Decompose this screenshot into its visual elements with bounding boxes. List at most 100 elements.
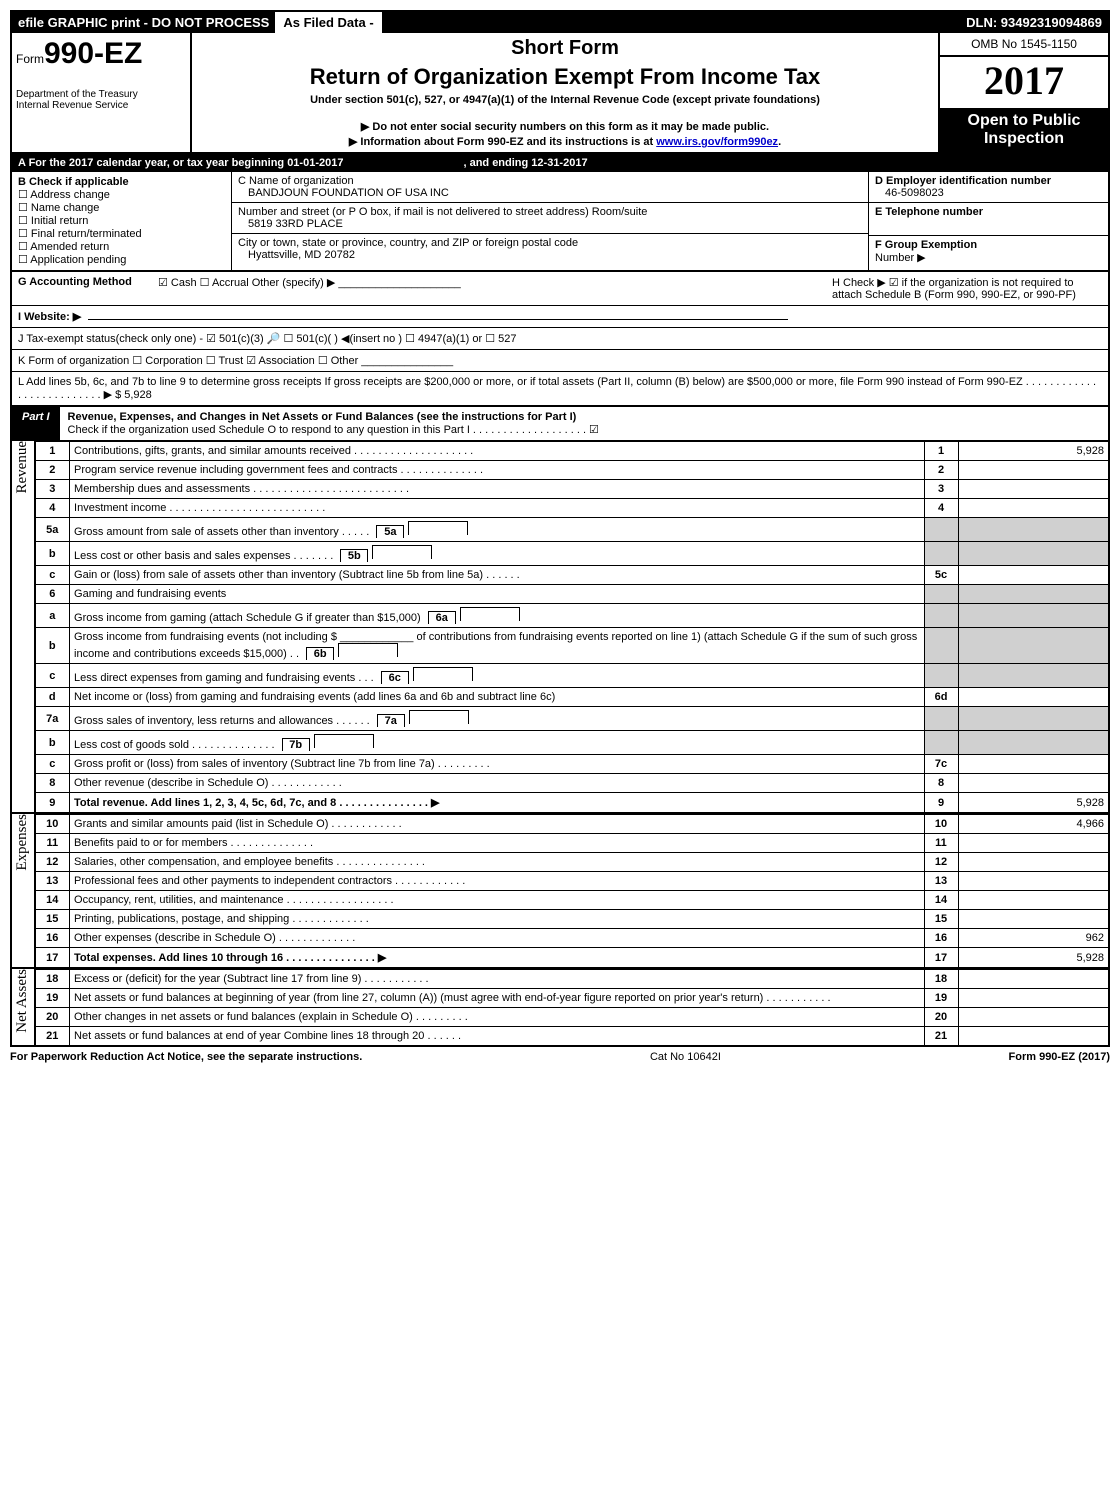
tax-year: 2017 — [940, 57, 1108, 104]
table-row: 20Other changes in net assets or fund ba… — [36, 1008, 1108, 1027]
row-a-end: , and ending 12-31-2017 — [463, 157, 587, 169]
footer-form: Form 990-EZ (2017) — [1009, 1051, 1110, 1063]
line-desc: Net assets or fund balances at end of ye… — [70, 1027, 924, 1046]
line-desc: Other expenses (describe in Schedule O) … — [70, 929, 924, 948]
section-bcde: B Check if applicable ☐ Address change ☐… — [12, 172, 1108, 272]
footer: For Paperwork Reduction Act Notice, see … — [10, 1047, 1110, 1063]
table-row: 8Other revenue (describe in Schedule O) … — [36, 774, 1108, 793]
table-row: 13Professional fees and other payments t… — [36, 872, 1108, 891]
inspection: Inspection — [944, 130, 1104, 148]
c-name-label: C Name of organization — [238, 175, 862, 187]
org-name: BANDJOUN FOUNDATION OF USA INC — [238, 187, 862, 199]
dln-label: DLN: 93492319094869 — [960, 12, 1108, 33]
section-b: B Check if applicable ☐ Address change ☐… — [12, 172, 232, 270]
line-desc: Program service revenue including govern… — [70, 461, 924, 480]
table-row: 21Net assets or fund balances at end of … — [36, 1027, 1108, 1046]
chk-amended[interactable]: ☐ Amended return — [18, 240, 225, 253]
row-a: A For the 2017 calendar year, or tax yea… — [12, 154, 1108, 172]
line-desc: Net assets or fund balances at beginning… — [70, 989, 924, 1008]
table-row: 14Occupancy, rent, utilities, and mainte… — [36, 891, 1108, 910]
g-accounting-label: G Accounting Method — [18, 276, 158, 301]
table-row: 6Gaming and fundraising events — [36, 585, 1108, 604]
line-desc: Total revenue. Add lines 1, 2, 3, 4, 5c,… — [70, 793, 924, 813]
chk-address-change[interactable]: ☐ Address change — [18, 188, 225, 201]
table-row: 16Other expenses (describe in Schedule O… — [36, 929, 1108, 948]
g-accounting-opts[interactable]: ☑ Cash ☐ Accrual Other (specify) ▶ _____… — [158, 276, 461, 301]
header-right: OMB No 1545-1150 2017 Open to Public Ins… — [938, 33, 1108, 152]
line-desc: Other changes in net assets or fund bala… — [70, 1008, 924, 1027]
section-c: C Name of organization BANDJOUN FOUNDATI… — [232, 172, 868, 270]
line-desc: Excess or (deficit) for the year (Subtra… — [70, 970, 924, 989]
form-number: 990-EZ — [44, 37, 142, 70]
part-1-header: Part I Revenue, Expenses, and Changes in… — [12, 407, 1108, 441]
line-desc: Benefits paid to or for members . . . . … — [70, 834, 924, 853]
dept-treasury: Department of the Treasury — [16, 89, 186, 100]
line-desc: Investment income . . . . . . . . . . . … — [70, 499, 924, 518]
part-1-title: Revenue, Expenses, and Changes in Net As… — [68, 411, 577, 423]
table-row: 9Total revenue. Add lines 1, 2, 3, 4, 5c… — [36, 793, 1108, 813]
expenses-side-label: Expenses — [12, 814, 36, 967]
table-row: 1Contributions, gifts, grants, and simil… — [36, 442, 1108, 461]
info-note-pre: ▶ Information about Form 990-EZ and its … — [349, 136, 656, 148]
part-1-sub: Check if the organization used Schedule … — [68, 424, 599, 436]
irs-link[interactable]: www.irs.gov/form990ez — [656, 136, 778, 148]
line-desc: Gross sales of inventory, less returns a… — [70, 707, 924, 731]
header-row: Form990-EZ Department of the Treasury In… — [12, 33, 1108, 154]
k-form-org[interactable]: K Form of organization ☐ Corporation ☐ T… — [12, 350, 1108, 372]
line-desc: Less cost of goods sold . . . . . . . . … — [70, 731, 924, 755]
c-city-label: City or town, state or province, country… — [238, 237, 862, 249]
expenses-section: Expenses 10Grants and similar amounts pa… — [12, 814, 1108, 969]
table-row: 12Salaries, other compensation, and empl… — [36, 853, 1108, 872]
phone-value — [875, 218, 1102, 232]
table-row: cGain or (loss) from sale of assets othe… — [36, 566, 1108, 585]
line-desc: Gross income from gaming (attach Schedul… — [70, 604, 924, 628]
info-note: ▶ Information about Form 990-EZ and its … — [200, 135, 930, 148]
line-desc: Less direct expenses from gaming and fun… — [70, 664, 924, 688]
j-tax-exempt[interactable]: J Tax-exempt status(check only one) - ☑ … — [12, 328, 1108, 350]
open-public: Open to Public — [944, 112, 1104, 130]
line-desc: Gaming and fundraising events — [70, 585, 924, 604]
revenue-table: 1Contributions, gifts, grants, and simil… — [36, 441, 1108, 812]
table-row: bGross income from fundraising events (n… — [36, 628, 1108, 664]
org-address: 5819 33RD PLACE — [238, 218, 862, 230]
line-desc: Occupancy, rent, utilities, and maintena… — [70, 891, 924, 910]
netassets-table: 18Excess or (deficit) for the year (Subt… — [36, 969, 1108, 1045]
table-row: 4Investment income . . . . . . . . . . .… — [36, 499, 1108, 518]
line-desc: Contributions, gifts, grants, and simila… — [70, 442, 924, 461]
ssn-note: ▶ Do not enter social security numbers o… — [200, 120, 930, 133]
table-row: 7aGross sales of inventory, less returns… — [36, 707, 1108, 731]
f-number-label: Number ▶ — [875, 251, 1102, 264]
line-desc: Printing, publications, postage, and shi… — [70, 910, 924, 929]
line-desc: Less cost or other basis and sales expen… — [70, 542, 924, 566]
f-group-label: F Group Exemption — [875, 239, 1102, 251]
c-addr-label: Number and street (or P O box, if mail i… — [238, 206, 862, 218]
website-input[interactable] — [88, 319, 788, 320]
revenue-section: Revenue 1Contributions, gifts, grants, a… — [12, 441, 1108, 814]
line-desc: Gross amount from sale of assets other t… — [70, 518, 924, 542]
chk-final-return[interactable]: ☐ Final return/terminated — [18, 227, 225, 240]
dept-irs: Internal Revenue Service — [16, 100, 186, 111]
info-note-post: . — [778, 136, 781, 148]
form-prefix: Form — [16, 52, 44, 66]
line-desc: Total expenses. Add lines 10 through 16 … — [70, 948, 924, 968]
revenue-side-label: Revenue — [12, 441, 36, 812]
return-title: Return of Organization Exempt From Incom… — [200, 64, 930, 90]
row-i: I Website: ▶ — [12, 306, 1108, 328]
h-schedule-b[interactable]: H Check ▶ ☑ if the organization is not r… — [832, 276, 1102, 301]
line-desc: Other revenue (describe in Schedule O) .… — [70, 774, 924, 793]
row-a-begin: A For the 2017 calendar year, or tax yea… — [18, 157, 343, 169]
chk-name-change[interactable]: ☐ Name change — [18, 201, 225, 214]
table-row: aGross income from gaming (attach Schedu… — [36, 604, 1108, 628]
as-filed-label: As Filed Data - — [275, 12, 381, 33]
l-gross-receipts: L Add lines 5b, 6c, and 7b to line 9 to … — [12, 372, 1108, 407]
chk-pending[interactable]: ☐ Application pending — [18, 253, 225, 266]
short-form-label: Short Form — [200, 37, 930, 60]
line-desc: Gross profit or (loss) from sales of inv… — [70, 755, 924, 774]
line-desc: Salaries, other compensation, and employ… — [70, 853, 924, 872]
line-desc: Professional fees and other payments to … — [70, 872, 924, 891]
chk-initial-return[interactable]: ☐ Initial return — [18, 214, 225, 227]
table-row: dNet income or (loss) from gaming and fu… — [36, 688, 1108, 707]
row-g: G Accounting Method ☑ Cash ☐ Accrual Oth… — [12, 272, 1108, 306]
table-row: 15Printing, publications, postage, and s… — [36, 910, 1108, 929]
line-desc: Grants and similar amounts paid (list in… — [70, 815, 924, 834]
